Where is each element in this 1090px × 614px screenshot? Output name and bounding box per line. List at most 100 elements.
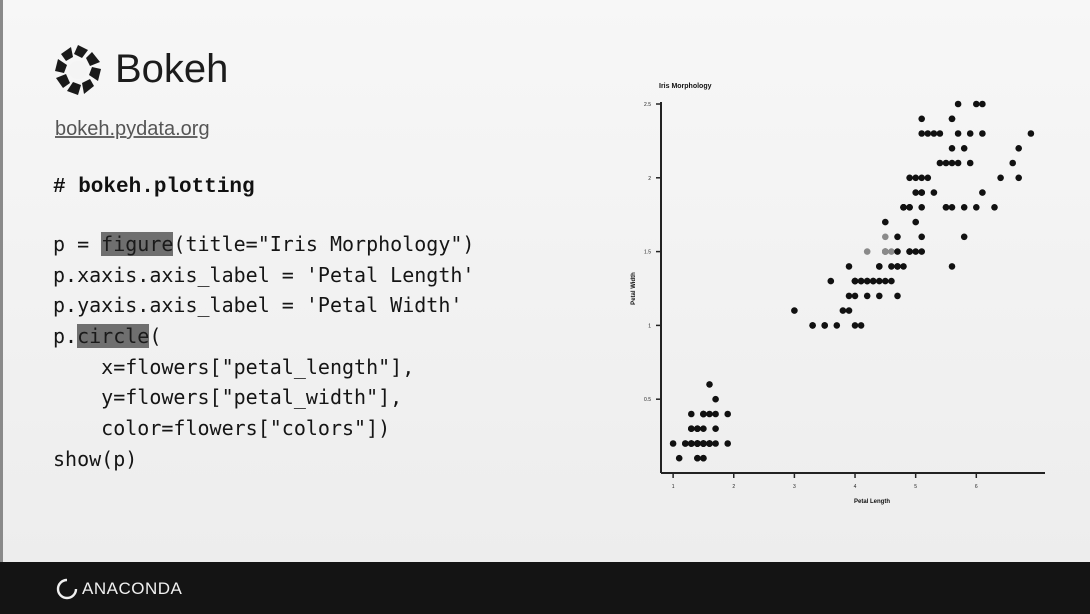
x-tick-label: 1 xyxy=(672,484,675,490)
iris-scatter-plot: Iris Morphology 1 2 3 4 5 6 0.5 1 1.5 2 2.5 Petal Le… xyxy=(615,70,1065,515)
scatter-point xyxy=(900,263,907,270)
scatter-point xyxy=(979,130,986,137)
scatter-point xyxy=(918,233,925,241)
brand-url-link[interactable]: bokeh.pydata.org xyxy=(55,118,210,140)
scatter-point xyxy=(706,410,713,418)
scatter-point xyxy=(882,233,889,241)
scatter-point xyxy=(966,130,974,137)
scatter-point xyxy=(688,410,695,418)
x-tick-label: 4 xyxy=(854,484,857,490)
scatter-point xyxy=(894,248,901,255)
scatter-point xyxy=(960,204,968,211)
scatter-point xyxy=(954,159,962,167)
scatter-point xyxy=(979,100,986,108)
scatter-point xyxy=(876,277,883,285)
y-tick-label: 1.5 xyxy=(644,250,651,256)
x-tick-label: 2 xyxy=(732,484,735,490)
scatter-point xyxy=(948,115,956,123)
scatter-point xyxy=(688,425,695,433)
scatter-point xyxy=(876,263,883,270)
x-axis-label: Petal Length xyxy=(854,499,890,505)
code-text: p = xyxy=(53,232,102,256)
footer-bar xyxy=(0,562,1090,614)
scatter-point xyxy=(863,292,871,300)
brand-title: Bokeh xyxy=(115,47,229,91)
code-text: show(p) xyxy=(53,446,138,471)
scatter-point xyxy=(912,189,919,196)
scatter-point xyxy=(930,189,938,196)
code-text: (title="Iris Morphology") xyxy=(173,232,475,256)
code-text: p. xyxy=(53,324,78,349)
scatter-point xyxy=(706,440,713,447)
scatter-point xyxy=(948,204,956,211)
scatter-point xyxy=(869,277,877,285)
code-line: y=flowers["petal_width"], xyxy=(53,382,474,413)
scatter-point xyxy=(700,440,707,447)
code-highlight: circle xyxy=(77,324,150,349)
code-text: ( xyxy=(149,324,162,349)
scatter-point xyxy=(924,130,932,137)
scatter-point xyxy=(906,204,913,211)
scatter-point xyxy=(694,425,701,433)
scatter-point xyxy=(894,233,901,241)
scatter-point xyxy=(960,145,968,152)
y-tick-label: 2 xyxy=(648,176,651,182)
scatter-point xyxy=(724,410,731,418)
scatter-point xyxy=(936,130,944,137)
scatter-point xyxy=(694,440,701,447)
code-line: color=flowers["colors"]) xyxy=(53,413,474,444)
scatter-point xyxy=(863,277,871,285)
scatter-point xyxy=(954,130,962,137)
scatter-point xyxy=(700,425,707,433)
x-tick-label: 3 xyxy=(793,484,796,490)
scatter-point xyxy=(924,174,932,182)
scatter-point xyxy=(900,204,907,211)
scatter-point xyxy=(930,130,938,137)
scatter-point xyxy=(882,277,889,285)
scatter-point xyxy=(857,322,865,329)
scatter-point xyxy=(960,233,968,241)
scatter-point xyxy=(845,292,853,300)
scatter-point xyxy=(821,322,828,329)
scatter-point xyxy=(918,115,925,123)
scatter-point xyxy=(851,277,859,285)
scatter-point xyxy=(942,204,950,211)
scatter-point xyxy=(948,159,956,167)
scatter-point xyxy=(912,218,919,226)
scatter-point xyxy=(936,159,944,167)
footer-brand: ANACONDA xyxy=(82,579,183,598)
scatter-point xyxy=(966,159,974,167)
scatter-point xyxy=(712,440,719,447)
y-axis-label: Petal Width xyxy=(631,272,637,305)
scatter-point xyxy=(694,454,701,462)
scatter-point xyxy=(1009,159,1016,167)
code-text: y=flowers["petal_width"], xyxy=(53,385,403,410)
scatter-point xyxy=(712,410,719,418)
scatter-point xyxy=(857,277,865,285)
scatter-point xyxy=(675,454,683,462)
scatter-point xyxy=(827,277,835,285)
scatter-point xyxy=(973,100,980,108)
scatter-point xyxy=(991,204,998,211)
scatter-point xyxy=(942,159,950,167)
scatter-point xyxy=(888,248,895,255)
scatter-point xyxy=(979,189,986,196)
scatter-point xyxy=(973,204,980,211)
code-text: p.xaxis.axis_label = 'Petal Length' xyxy=(53,262,475,287)
scatter-point xyxy=(809,322,816,329)
scatter-point xyxy=(882,218,889,226)
scatter-point xyxy=(888,263,895,270)
scatter-point xyxy=(918,248,925,255)
scatter-point xyxy=(833,322,841,329)
scatter-point xyxy=(791,307,798,314)
scatter-point xyxy=(1027,130,1035,137)
y-tick-label: 1 xyxy=(648,323,651,329)
scatter-point xyxy=(700,454,707,462)
slide-edge xyxy=(0,0,3,614)
code-line: x=flowers["petal_length"], xyxy=(53,352,474,383)
scatter-point xyxy=(906,248,913,255)
code-line: p.yaxis.axis_label = 'Petal Width' xyxy=(53,290,474,321)
scatter-point xyxy=(845,263,853,270)
code-line: show(p) xyxy=(53,444,474,475)
